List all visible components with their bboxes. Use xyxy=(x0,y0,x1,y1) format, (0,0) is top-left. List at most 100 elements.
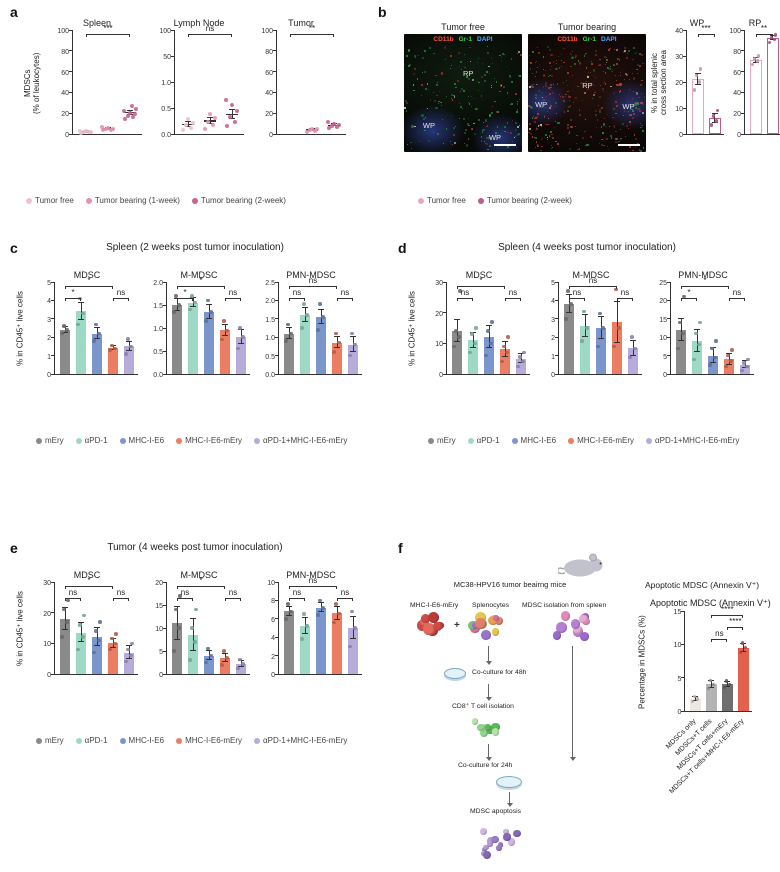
speckle xyxy=(615,130,617,133)
y-tick-mark xyxy=(163,350,167,352)
speckle xyxy=(504,126,507,129)
data-point xyxy=(484,353,488,358)
y-tick-mark xyxy=(275,673,279,675)
data-point xyxy=(126,113,130,118)
speckle xyxy=(606,59,608,61)
speckle xyxy=(510,102,513,105)
speckle xyxy=(582,99,584,101)
legend-label: MHC-I-E6-mEry xyxy=(185,736,242,745)
speckle xyxy=(594,50,597,53)
speckle xyxy=(639,52,642,56)
error-cap xyxy=(94,627,100,628)
data-point xyxy=(124,659,128,664)
legend-item: αPD-1+MHC-I-E6-mEry xyxy=(253,436,347,445)
speckle xyxy=(483,80,486,83)
speckle xyxy=(550,131,552,133)
speckle xyxy=(584,82,587,85)
speckle xyxy=(531,136,534,138)
speckle xyxy=(538,63,540,66)
speckle xyxy=(519,98,521,100)
region-label: RP xyxy=(463,69,474,79)
speckle xyxy=(568,148,571,151)
speckle xyxy=(632,109,635,112)
panel-b-charts: % in total splenic cross section area WP… xyxy=(650,18,780,139)
significance-label: ns xyxy=(508,288,518,297)
chart-title: M-MDSC xyxy=(572,270,610,280)
speckle xyxy=(528,122,531,125)
speckle xyxy=(642,102,645,105)
mery-cells xyxy=(416,612,450,640)
error-cap xyxy=(334,336,340,338)
cell xyxy=(507,838,516,846)
speckle xyxy=(609,47,611,50)
speckle xyxy=(554,121,556,123)
data-point xyxy=(724,679,729,683)
data-point xyxy=(676,346,680,350)
panel-b-y-axis-label: % in total splenic cross section area xyxy=(650,50,668,116)
speckle xyxy=(452,144,454,146)
speckle xyxy=(607,145,609,147)
speckle xyxy=(600,125,603,128)
data-point xyxy=(66,598,70,603)
error-cap xyxy=(126,657,132,659)
speckle xyxy=(518,51,520,54)
cell xyxy=(496,845,502,851)
data-point xyxy=(614,287,618,292)
y-tick-mark xyxy=(275,655,279,657)
speckle xyxy=(558,67,561,69)
y-tick-mark xyxy=(273,112,277,114)
speckle xyxy=(421,114,424,117)
speckle xyxy=(560,59,562,61)
speckle xyxy=(466,76,468,78)
speckle xyxy=(597,64,599,66)
cell xyxy=(487,841,493,848)
y-tick-mark xyxy=(171,29,175,31)
data-point xyxy=(108,348,112,352)
speckle xyxy=(434,74,437,77)
speckle xyxy=(429,99,432,101)
speckle xyxy=(605,56,608,59)
speckle xyxy=(537,46,538,48)
speckle xyxy=(514,92,517,95)
speckle xyxy=(482,128,485,131)
cell xyxy=(492,628,500,636)
speckle xyxy=(500,56,503,58)
speckle xyxy=(476,61,479,64)
data-point xyxy=(113,346,117,350)
speckle xyxy=(466,122,469,125)
speckle xyxy=(477,119,481,122)
speckle xyxy=(561,65,563,67)
y-axis: 0 1 2 3 4 5 xyxy=(540,280,558,379)
speckle xyxy=(604,63,606,66)
error-cap xyxy=(229,117,235,119)
speckle xyxy=(544,83,546,85)
error-bar xyxy=(192,298,194,308)
data-point xyxy=(204,319,208,323)
data-point xyxy=(612,344,616,349)
speckle xyxy=(404,107,406,109)
speckle xyxy=(433,131,435,133)
speckle xyxy=(461,69,463,71)
y-tick-mark xyxy=(555,336,559,338)
data-point xyxy=(172,649,176,653)
bar xyxy=(740,364,750,374)
error-bar xyxy=(288,606,290,617)
speckle xyxy=(611,71,613,73)
speckle xyxy=(515,146,518,149)
speckle xyxy=(517,75,519,77)
speckle xyxy=(435,107,438,110)
speckle xyxy=(542,56,545,58)
bar xyxy=(204,311,214,374)
data-point xyxy=(316,328,320,332)
speckle xyxy=(627,127,629,129)
speckle xyxy=(550,68,552,70)
channel-label: DAPI xyxy=(601,36,617,43)
speckle xyxy=(562,96,564,98)
speckle xyxy=(552,91,555,94)
y-tick-label: 0.5 xyxy=(265,353,275,361)
error-bar xyxy=(320,309,322,325)
speckle xyxy=(578,109,581,111)
speckle xyxy=(640,79,643,82)
speckle xyxy=(565,93,567,96)
y-tick-mark xyxy=(51,336,55,338)
